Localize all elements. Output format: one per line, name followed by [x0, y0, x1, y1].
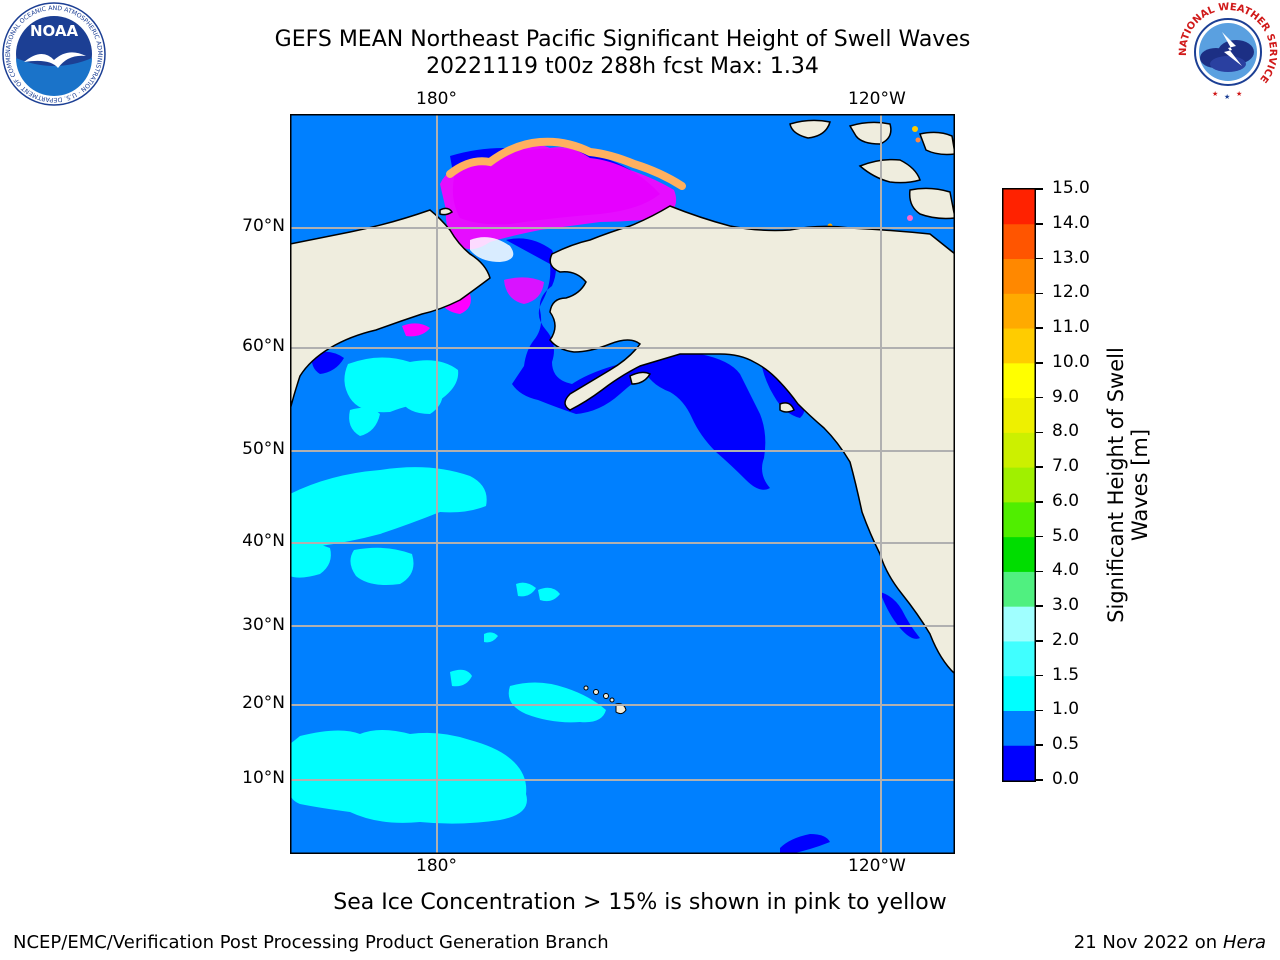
- lon-label-top-120w: 120°W: [848, 89, 906, 109]
- colorbar-segment: [1003, 536, 1035, 572]
- sea-ice-region: [402, 126, 933, 337]
- date-text: 21 Nov 2022 on Hera: [1073, 932, 1266, 953]
- colorbar-tick-mark: [1036, 779, 1043, 781]
- colorbar-tick-mark: [1036, 640, 1043, 642]
- colorbar-segment: [1003, 640, 1035, 677]
- map-subtitle: 20221119 t00z 288h fcst Max: 1.34: [426, 54, 819, 79]
- colorbar-segment: [1003, 293, 1035, 329]
- colorbar-tick-label: 13.0: [1052, 247, 1090, 268]
- credit-text: NCEP/EMC/Verification Post Processing Pr…: [13, 932, 609, 953]
- colorbar-segment: [1003, 467, 1035, 503]
- colorbar-tick-label: 7.0: [1052, 456, 1080, 477]
- lon-label-top-180: 180°: [416, 89, 457, 109]
- colorbar-segment: [1003, 710, 1035, 746]
- graticule: [290, 114, 955, 854]
- colorbar-tick-label: 6.0: [1052, 490, 1080, 511]
- lat-label-40n: 40°N: [242, 531, 285, 551]
- colorbar-tick-label: 9.0: [1052, 386, 1080, 407]
- cyan-swell-regions: [290, 357, 606, 824]
- colorbar-segment: [1003, 606, 1035, 642]
- noaa-logo: NATIONAL OCEANIC AND ATMOSPHERIC ADMINIS…: [2, 2, 106, 106]
- lat-label-50n: 50°N: [242, 439, 285, 459]
- colorbar-tick-label: 12.0: [1052, 282, 1090, 303]
- map-title: GEFS MEAN Northeast Pacific Significant …: [274, 27, 971, 52]
- colorbar-tick-label: 1.0: [1052, 699, 1080, 720]
- colorbar-tick-mark: [1036, 501, 1043, 503]
- colorbar-segment: [1003, 258, 1035, 294]
- nws-logo: NATIONAL WEATHER SERVICE ★ ★ ★: [1178, 2, 1278, 102]
- colorbar-tick-label: 2.0: [1052, 629, 1080, 650]
- lat-label-60n: 60°N: [242, 336, 285, 356]
- colorbar-tick-mark: [1036, 570, 1043, 573]
- lon-label-bottom-120w: 120°W: [848, 856, 906, 876]
- colorbar-tick-mark: [1036, 257, 1043, 260]
- colorbar-tick-mark: [1036, 292, 1043, 295]
- colorbar-tick-label: 14.0: [1052, 212, 1090, 233]
- land-masses: [290, 119, 955, 676]
- colorbar-tick-mark: [1036, 223, 1043, 225]
- colorbar-tick-label: 3.0: [1052, 595, 1080, 616]
- colorbar-tick-label: 1.5: [1052, 664, 1080, 685]
- lon-label-bottom-180: 180°: [416, 856, 457, 876]
- colorbar-tick-label: 0.0: [1052, 769, 1080, 789]
- colorbar-tick-label: 4.0: [1052, 560, 1080, 581]
- svg-text:★: ★: [1224, 93, 1230, 101]
- lat-label-10n: 10°N: [242, 768, 285, 788]
- colorbar-tick-label: 0.5: [1052, 734, 1080, 755]
- colorbar-segment: [1003, 432, 1035, 468]
- colorbar: [1002, 188, 1036, 782]
- colorbar-tick-mark: [1036, 396, 1043, 399]
- noaa-logo-text: NOAA: [30, 22, 79, 40]
- sea-ice-note: Sea Ice Concentration > 15% is shown in …: [333, 890, 947, 915]
- colorbar-tick-label: 8.0: [1052, 421, 1080, 442]
- colorbar-segment: [1003, 362, 1035, 399]
- colorbar-tick-mark: [1036, 674, 1043, 677]
- colorbar-tick-label: 10.0: [1052, 351, 1090, 372]
- colorbar-tick-mark: [1036, 362, 1043, 364]
- colorbar-segment: [1003, 571, 1035, 607]
- map-frame: [290, 114, 955, 854]
- colorbar-segment: [1003, 745, 1035, 781]
- svg-text:★: ★: [1212, 90, 1218, 98]
- colorbar-tick-mark: [1036, 535, 1043, 538]
- colorbar-segment: [1003, 397, 1035, 433]
- lat-label-30n: 30°N: [242, 615, 285, 635]
- lat-label-20n: 20°N: [242, 693, 285, 713]
- colorbar-segment: [1003, 189, 1035, 225]
- svg-text:★: ★: [1236, 90, 1242, 98]
- colorbar-tick-label: 5.0: [1052, 525, 1080, 546]
- swell-height-map: [290, 114, 955, 854]
- hawaii-islands: [583, 685, 627, 715]
- colorbar-tick-mark: [1036, 709, 1043, 712]
- lat-label-70n: 70°N: [242, 216, 285, 236]
- colorbar-tick-mark: [1036, 744, 1043, 746]
- colorbar-tick-mark: [1036, 327, 1043, 329]
- colorbar-tick-mark: [1036, 431, 1043, 434]
- colorbar-tick-mark: [1036, 466, 1043, 468]
- colorbar-tick-mark: [1036, 605, 1043, 607]
- colorbar-tick-mark: [1036, 188, 1043, 190]
- colorbar-segment: [1003, 328, 1035, 364]
- host-name: Hera: [1222, 932, 1266, 953]
- colorbar-segment: [1003, 223, 1035, 260]
- colorbar-segment: [1003, 675, 1035, 711]
- colorbar-tick-label: 15.0: [1052, 178, 1090, 198]
- colorbar-label: Significant Height of Swell Waves [m]: [1104, 347, 1152, 623]
- colorbar-segment: [1003, 501, 1035, 538]
- colorbar-tick-label: 11.0: [1052, 317, 1090, 338]
